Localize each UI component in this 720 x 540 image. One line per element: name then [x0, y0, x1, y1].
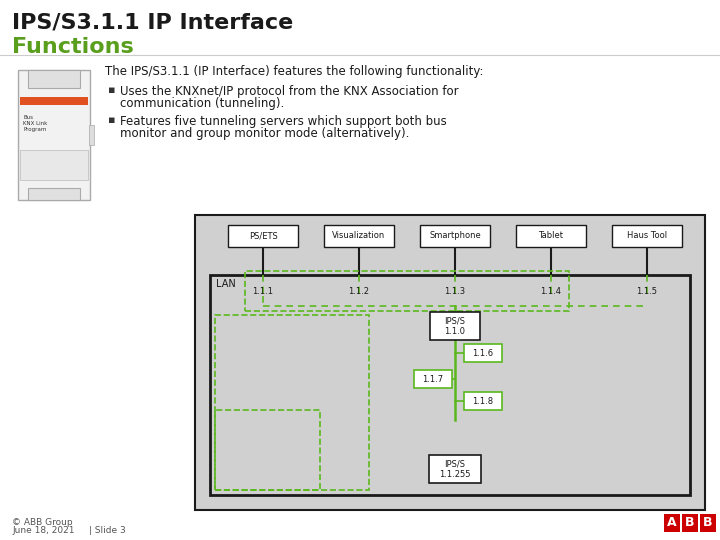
- Text: Smartphone: Smartphone: [429, 232, 481, 240]
- Bar: [18, 70, 90, 200]
- Text: © ABB Group: © ABB Group: [12, 518, 73, 527]
- Text: B: B: [685, 516, 695, 530]
- Bar: [464, 392, 502, 410]
- Text: 1.1.5: 1.1.5: [636, 287, 657, 295]
- Text: monitor and group monitor mode (alternatively).: monitor and group monitor mode (alternat…: [120, 127, 410, 140]
- Text: Uses the KNXnet/IP protocol from the KNX Association for: Uses the KNXnet/IP protocol from the KNX…: [120, 85, 459, 98]
- Text: IPS/S3.1.1 IP Interface: IPS/S3.1.1 IP Interface: [12, 13, 293, 33]
- Bar: [682, 514, 698, 532]
- Bar: [464, 344, 502, 362]
- Bar: [215, 315, 369, 490]
- Bar: [612, 225, 682, 247]
- Bar: [700, 514, 716, 532]
- Text: Bus
KNX Link
Program: Bus KNX Link Program: [23, 115, 48, 132]
- Text: 1.1.1: 1.1.1: [253, 287, 274, 295]
- Text: Tablet: Tablet: [539, 232, 564, 240]
- Text: 1.1.8: 1.1.8: [472, 396, 494, 406]
- Bar: [420, 225, 490, 247]
- Text: B: B: [703, 516, 713, 530]
- Bar: [195, 215, 705, 510]
- Bar: [89, 125, 94, 145]
- Bar: [28, 188, 80, 200]
- Text: 1.1.7: 1.1.7: [423, 375, 444, 383]
- Text: communication (tunneling).: communication (tunneling).: [120, 97, 284, 110]
- Bar: [429, 455, 481, 483]
- Text: ▪: ▪: [108, 115, 115, 125]
- Bar: [20, 150, 88, 180]
- Text: ▪: ▪: [108, 85, 115, 95]
- Bar: [210, 275, 690, 495]
- Bar: [28, 70, 80, 88]
- Bar: [20, 97, 88, 105]
- Text: IPS/S
1.1.255: IPS/S 1.1.255: [439, 460, 471, 478]
- Text: Visualization: Visualization: [333, 232, 386, 240]
- Text: IPS/S
1.1.0: IPS/S 1.1.0: [444, 316, 466, 336]
- Text: LAN: LAN: [216, 279, 235, 289]
- Bar: [215, 410, 320, 490]
- Bar: [516, 225, 586, 247]
- Text: 1.1.4: 1.1.4: [541, 287, 562, 295]
- Text: Haus Tool: Haus Tool: [627, 232, 667, 240]
- Text: PS/ETS: PS/ETS: [248, 232, 277, 240]
- Text: Features five tunneling servers which support both bus: Features five tunneling servers which su…: [120, 115, 446, 128]
- Bar: [324, 225, 394, 247]
- Text: A: A: [667, 516, 677, 530]
- Text: 1.1.3: 1.1.3: [444, 287, 466, 295]
- Text: June 18, 2021     | Slide 3: June 18, 2021 | Slide 3: [12, 526, 126, 535]
- Bar: [414, 370, 452, 388]
- Bar: [228, 225, 298, 247]
- Text: Functions: Functions: [12, 37, 134, 57]
- Text: 1.1.2: 1.1.2: [348, 287, 369, 295]
- Bar: [430, 312, 480, 340]
- Bar: [664, 514, 680, 532]
- Bar: [245, 271, 569, 311]
- Text: The IPS/S3.1.1 (IP Interface) features the following functionality:: The IPS/S3.1.1 (IP Interface) features t…: [105, 65, 484, 78]
- Text: 1.1.6: 1.1.6: [472, 348, 494, 357]
